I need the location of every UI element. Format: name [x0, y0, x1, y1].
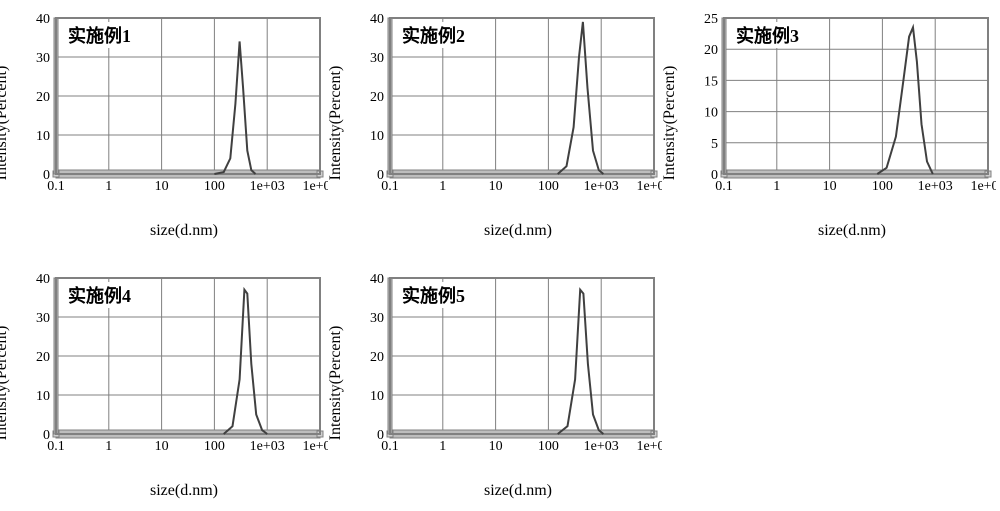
svg-text:10: 10: [155, 439, 169, 454]
chart-svg: 0102030400.11101001e+031e+04: [8, 268, 328, 468]
svg-text:1e+04: 1e+04: [636, 179, 662, 194]
svg-text:1e+04: 1e+04: [302, 439, 328, 454]
svg-text:10: 10: [370, 389, 384, 404]
svg-text:30: 30: [370, 51, 384, 66]
svg-text:40: 40: [36, 12, 50, 27]
svg-text:100: 100: [204, 179, 225, 194]
intensity-series: [558, 290, 604, 434]
svg-text:1e+03: 1e+03: [250, 439, 285, 454]
svg-text:0.1: 0.1: [381, 439, 399, 454]
y-axis-label: Intensity(Percent): [327, 66, 345, 181]
panel-legend: 实施例4: [66, 282, 133, 308]
svg-text:10: 10: [704, 106, 718, 121]
x-axis-label: size(d.nm): [484, 482, 552, 500]
svg-text:40: 40: [36, 272, 50, 287]
svg-text:0.1: 0.1: [47, 439, 65, 454]
y-axis-label: Intensity(Percent): [0, 326, 11, 441]
svg-text:1e+03: 1e+03: [584, 179, 619, 194]
intensity-series: [558, 22, 604, 174]
chart-panel-4: 0102030400.11101001e+031e+04Intensity(Pe…: [8, 268, 328, 498]
svg-text:40: 40: [370, 12, 384, 27]
svg-text:1: 1: [439, 439, 446, 454]
svg-text:1e+04: 1e+04: [970, 179, 996, 194]
svg-text:20: 20: [370, 350, 384, 365]
svg-text:100: 100: [538, 179, 559, 194]
chart-svg: 0102030400.11101001e+031e+04: [342, 268, 662, 468]
svg-text:1e+03: 1e+03: [918, 179, 953, 194]
svg-text:10: 10: [489, 439, 503, 454]
intensity-series: [214, 41, 255, 174]
svg-text:30: 30: [370, 311, 384, 326]
intensity-series: [224, 290, 268, 434]
svg-text:1e+04: 1e+04: [302, 179, 328, 194]
chart-svg: 0102030400.11101001e+031e+04: [342, 8, 662, 208]
svg-text:1: 1: [105, 179, 112, 194]
svg-text:20: 20: [36, 90, 50, 105]
chart-svg: 05101520250.11101001e+031e+04: [676, 8, 996, 208]
svg-text:1e+03: 1e+03: [250, 179, 285, 194]
x-axis-label: size(d.nm): [484, 222, 552, 240]
chart-panel-5: 0102030400.11101001e+031e+04Intensity(Pe…: [342, 268, 662, 498]
svg-text:20: 20: [36, 350, 50, 365]
svg-text:1e+04: 1e+04: [636, 439, 662, 454]
y-axis-label: Intensity(Percent): [661, 66, 679, 181]
svg-text:0.1: 0.1: [715, 179, 733, 194]
svg-text:0.1: 0.1: [381, 179, 399, 194]
svg-text:15: 15: [704, 74, 718, 89]
y-axis-label: Intensity(Percent): [0, 66, 11, 181]
svg-text:10: 10: [489, 179, 503, 194]
svg-text:10: 10: [370, 129, 384, 144]
svg-text:1: 1: [773, 179, 780, 194]
chart-panel-2: 0102030400.11101001e+031e+04Intensity(Pe…: [342, 8, 662, 238]
svg-text:30: 30: [36, 51, 50, 66]
svg-text:10: 10: [823, 179, 837, 194]
chart-svg: 0102030400.11101001e+031e+04: [8, 8, 328, 208]
svg-text:1e+03: 1e+03: [584, 439, 619, 454]
svg-text:5: 5: [711, 137, 718, 152]
panel-legend: 实施例2: [400, 22, 467, 48]
svg-text:20: 20: [704, 43, 718, 58]
svg-text:1: 1: [439, 179, 446, 194]
panel-legend: 实施例5: [400, 282, 467, 308]
svg-text:1: 1: [105, 439, 112, 454]
svg-text:10: 10: [155, 179, 169, 194]
x-axis-label: size(d.nm): [150, 222, 218, 240]
svg-text:30: 30: [36, 311, 50, 326]
panel-legend: 实施例1: [66, 22, 133, 48]
chart-panel-3: 05101520250.11101001e+031e+04Intensity(P…: [676, 8, 996, 238]
svg-text:25: 25: [704, 12, 718, 27]
svg-text:100: 100: [538, 439, 559, 454]
svg-text:100: 100: [204, 439, 225, 454]
svg-text:20: 20: [370, 90, 384, 105]
chart-panel-1: 0102030400.11101001e+031e+04Intensity(Pe…: [8, 8, 328, 238]
svg-text:10: 10: [36, 389, 50, 404]
x-axis-label: size(d.nm): [818, 222, 886, 240]
svg-text:40: 40: [370, 272, 384, 287]
panel-legend: 实施例3: [734, 22, 801, 48]
x-axis-label: size(d.nm): [150, 482, 218, 500]
y-axis-label: Intensity(Percent): [327, 326, 345, 441]
svg-text:0.1: 0.1: [47, 179, 65, 194]
svg-text:10: 10: [36, 129, 50, 144]
svg-text:100: 100: [872, 179, 893, 194]
